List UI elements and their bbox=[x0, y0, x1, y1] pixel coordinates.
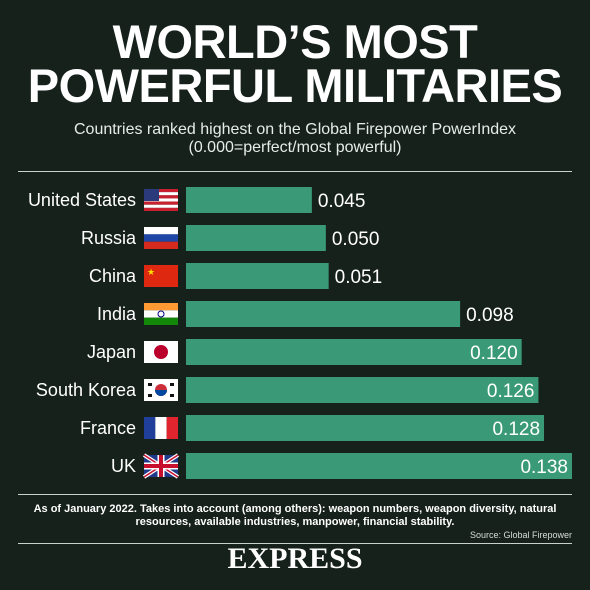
top-divider bbox=[18, 171, 572, 172]
brand-logo: EXPRESS bbox=[227, 542, 363, 575]
bar bbox=[186, 339, 522, 365]
subtitle-line-2: (0.000=perfect/most powerful) bbox=[188, 139, 402, 156]
value-label: 0.098 bbox=[466, 305, 514, 326]
category-label: China bbox=[89, 266, 137, 286]
category-label: South Korea bbox=[36, 380, 137, 400]
page-title-line-2: POWERFUL MILITARIES bbox=[27, 59, 563, 112]
bar bbox=[186, 301, 461, 327]
bar bbox=[186, 263, 329, 289]
page-title-line-1: WORLD’S MOST bbox=[112, 15, 478, 68]
value-label: 0.045 bbox=[318, 191, 366, 212]
bar bbox=[186, 453, 572, 479]
russia-flag-icon bbox=[144, 227, 178, 249]
subtitle-line-1: Countries ranked highest on the Global F… bbox=[73, 121, 517, 138]
bar bbox=[186, 415, 545, 441]
bar bbox=[186, 225, 326, 251]
footnote: As of January 2022. Takes into account (… bbox=[33, 503, 557, 528]
value-label: 0.051 bbox=[335, 267, 383, 288]
france-flag-icon bbox=[144, 417, 178, 439]
category-label: Japan bbox=[87, 342, 136, 362]
japan-flag-icon bbox=[144, 341, 178, 363]
category-label: France bbox=[80, 418, 136, 438]
svg-text:★: ★ bbox=[147, 268, 155, 278]
middle-divider bbox=[18, 494, 572, 495]
value-label: 0.128 bbox=[492, 419, 540, 440]
bar bbox=[186, 377, 539, 403]
india-flag-icon bbox=[144, 303, 178, 325]
uk-flag-icon bbox=[142, 453, 180, 479]
category-label: United States bbox=[28, 190, 136, 210]
us-flag-icon bbox=[144, 189, 178, 211]
category-label: India bbox=[97, 304, 137, 324]
category-label: Russia bbox=[81, 228, 137, 248]
china-flag-icon: ★ bbox=[144, 265, 178, 287]
bar bbox=[186, 187, 312, 213]
bar-chart: United States 0.045 Russia 0.050 China ★ 0.051… bbox=[28, 187, 572, 479]
value-label: 0.120 bbox=[470, 343, 518, 364]
value-label: 0.138 bbox=[520, 457, 568, 478]
value-label: 0.126 bbox=[487, 381, 535, 402]
value-label: 0.050 bbox=[332, 229, 380, 250]
source-credit: Source: Global Firepower bbox=[469, 530, 572, 540]
category-label: UK bbox=[111, 456, 136, 476]
bottom-divider bbox=[18, 543, 572, 544]
south-korea-flag-icon bbox=[144, 379, 178, 401]
